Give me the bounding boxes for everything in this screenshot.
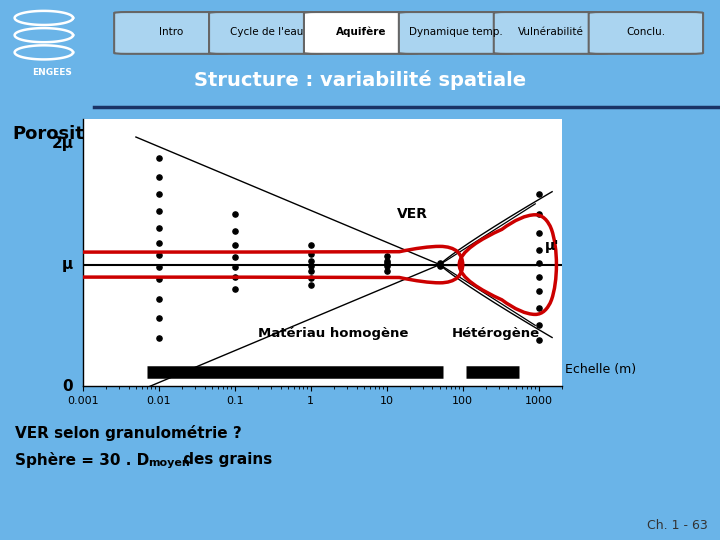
Text: Aquifère: Aquifère (336, 27, 387, 37)
Point (153, 224, 165, 232)
Point (305, 266, 317, 275)
Point (533, 190, 544, 198)
Point (381, 266, 392, 275)
Point (229, 272, 240, 281)
Point (153, 207, 165, 215)
Point (381, 259, 392, 268)
FancyBboxPatch shape (304, 12, 418, 54)
FancyBboxPatch shape (399, 12, 513, 54)
Point (229, 210, 240, 218)
Point (305, 241, 317, 249)
Point (305, 249, 317, 258)
Text: Intro: Intro (159, 27, 184, 37)
Point (381, 256, 392, 265)
Point (229, 253, 240, 262)
Text: Structure : variabilité spatiale: Structure : variabilité spatiale (194, 70, 526, 90)
Text: VER: VER (397, 207, 428, 220)
Point (533, 272, 544, 281)
Point (153, 333, 165, 342)
Point (153, 294, 165, 303)
Point (229, 263, 240, 272)
Text: Cycle de l'eau: Cycle de l'eau (230, 27, 303, 37)
Text: Echelle (m): Echelle (m) (565, 363, 636, 376)
Point (533, 210, 544, 218)
Text: Porosité: Porosité (12, 125, 96, 143)
Point (533, 229, 544, 238)
Text: Vulnérabilité: Vulnérabilité (518, 27, 584, 37)
Point (533, 335, 544, 345)
Point (153, 263, 165, 272)
Point (305, 281, 317, 289)
Point (533, 321, 544, 329)
Text: VER selon granulométrie ?: VER selon granulométrie ? (15, 425, 242, 441)
FancyBboxPatch shape (494, 12, 608, 54)
Point (533, 259, 544, 268)
Text: moyen: moyen (148, 458, 190, 468)
Point (533, 304, 544, 313)
Point (153, 239, 165, 247)
Point (305, 274, 317, 282)
Point (533, 246, 544, 254)
Point (434, 262, 446, 271)
Text: Ch. 1 - 63: Ch. 1 - 63 (647, 519, 708, 532)
Point (153, 173, 165, 181)
Text: μ': μ' (545, 239, 559, 253)
Point (229, 241, 240, 249)
Text: 2μ: 2μ (51, 136, 73, 151)
Point (153, 153, 165, 162)
Point (434, 259, 446, 267)
Point (229, 285, 240, 293)
FancyBboxPatch shape (114, 12, 228, 54)
Point (381, 252, 392, 260)
Text: ENGEES: ENGEES (32, 69, 72, 77)
Text: Sphère = 30 . D: Sphère = 30 . D (15, 452, 149, 468)
Point (434, 260, 446, 269)
FancyBboxPatch shape (209, 12, 323, 54)
Point (229, 226, 240, 235)
Point (305, 256, 317, 265)
Text: des grains: des grains (178, 452, 272, 467)
Point (381, 261, 392, 270)
Point (153, 190, 165, 198)
Point (153, 275, 165, 284)
FancyBboxPatch shape (589, 12, 703, 54)
Text: μ: μ (62, 257, 73, 272)
Point (305, 261, 317, 270)
Point (533, 287, 544, 296)
Text: Dynamique temp.: Dynamique temp. (409, 27, 503, 37)
Point (153, 251, 165, 259)
Text: Matériau homogène: Matériau homogène (258, 327, 409, 340)
Text: Conclu.: Conclu. (626, 27, 665, 37)
Text: Hétérogène: Hétérogène (451, 327, 539, 340)
Text: 0: 0 (63, 379, 73, 394)
Point (153, 314, 165, 322)
